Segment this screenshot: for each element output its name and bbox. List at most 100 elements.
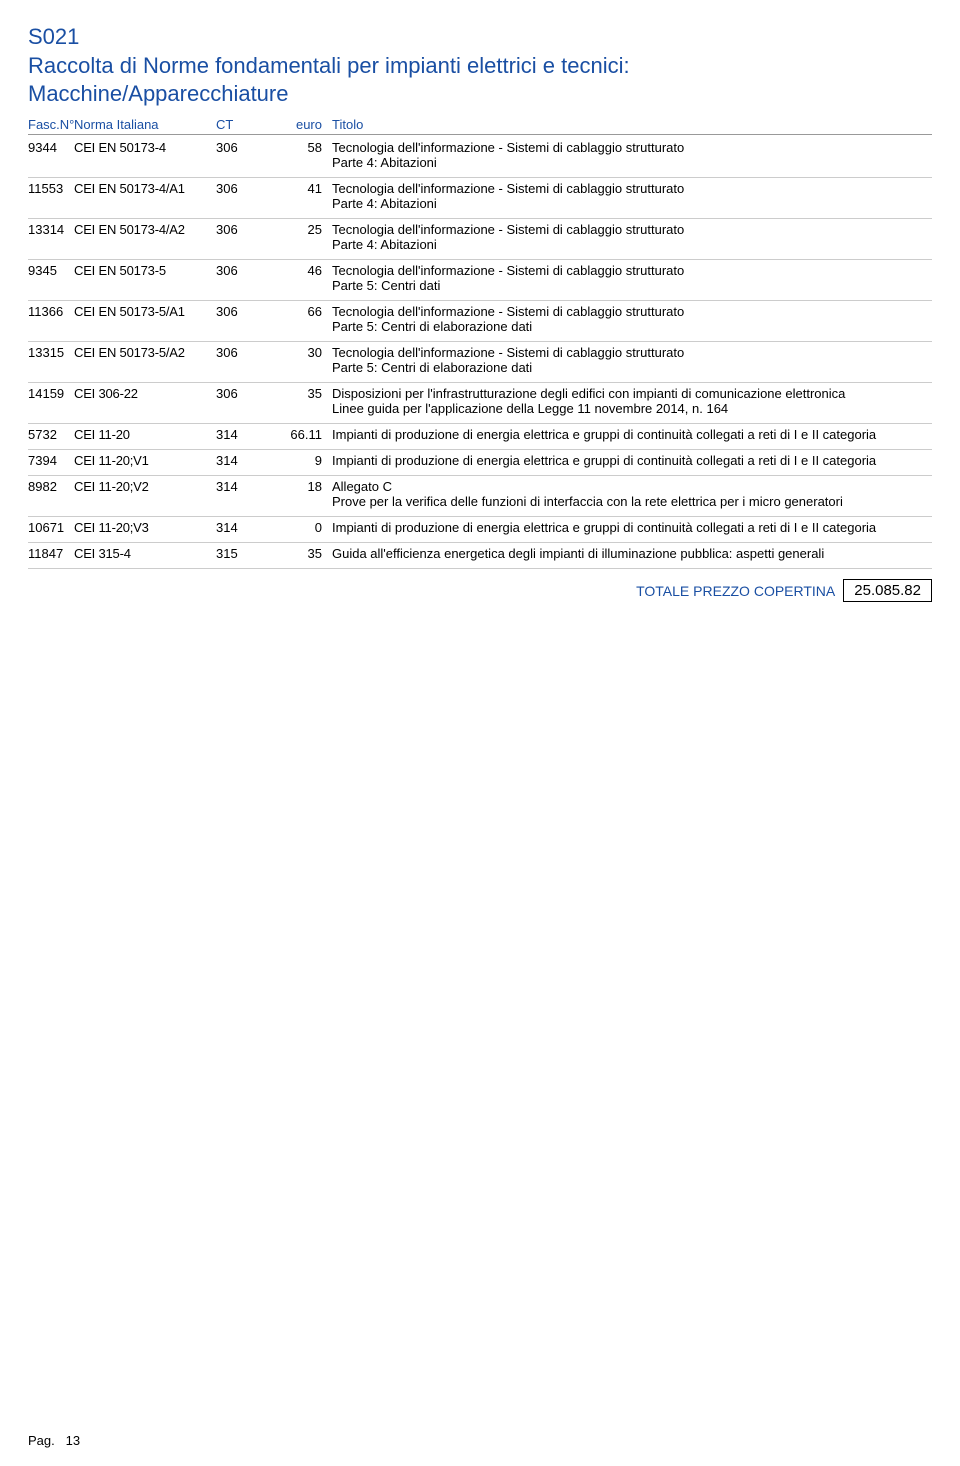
cell-fasc: 11553 [28, 181, 74, 196]
table-row: 9345CEI EN 50173-530646 Tecnologia dell'i… [28, 260, 932, 301]
cell-euro: 9 [266, 453, 328, 468]
cell-titolo-sub: Parte 5: Centri di elaborazione dati [332, 319, 932, 334]
table-row: 13315CEI EN 50173-5/A230630 Tecnologia de… [28, 342, 932, 383]
table-row: 5732CEI 11-2031466.11Impianti di produzi… [28, 424, 932, 450]
table-row: 8982CEI 11-20;V231418Allegato CProve per… [28, 476, 932, 517]
col-header-ct: CT [216, 117, 266, 132]
cell-titolo: Guida all'efficienza energetica degli im… [328, 546, 932, 561]
cell-euro: 18 [266, 479, 328, 494]
cell-ct: 306 [216, 345, 266, 360]
footer-page-label: Pag. [28, 1433, 55, 1448]
cell-titolo: Tecnologia dell'informazione - Sistemi d… [328, 345, 932, 375]
cell-titolo-main: Impianti di produzione di energia elettr… [332, 520, 932, 535]
col-header-fasc: Fasc.N° [28, 117, 74, 132]
total-value: 25.085.82 [843, 579, 932, 602]
cell-titolo: Disposizioni per l'infrastrutturazione d… [328, 386, 932, 416]
doc-title-line1: Raccolta di Norme fondamentali per impia… [28, 53, 630, 78]
cell-fasc: 13314 [28, 222, 74, 237]
col-header-norma: Norma Italiana [74, 117, 216, 132]
table-row: 7394CEI 11-20;V13149 Impianti di produzio… [28, 450, 932, 476]
cell-ct: 306 [216, 386, 266, 401]
cell-titolo-main: Allegato C [332, 479, 932, 494]
cell-titolo: Impianti di produzione di energia elettr… [328, 427, 932, 442]
cell-titolo-main: Tecnologia dell'informazione - Sistemi d… [332, 304, 932, 319]
cell-titolo-sub: Parte 4: Abitazioni [332, 237, 932, 252]
cell-titolo-sub: Parte 5: Centri di elaborazione dati [332, 360, 932, 375]
cell-titolo-main: Tecnologia dell'informazione - Sistemi d… [332, 181, 932, 196]
table-row: 10671CEI 11-20;V33140 Impianti di produzi… [28, 517, 932, 543]
table-row: 11553CEI EN 50173-4/A130641Tecnologia de… [28, 178, 932, 219]
cell-ct: 306 [216, 140, 266, 155]
cell-titolo: Tecnologia dell'informazione - Sistemi d… [328, 222, 932, 252]
cell-titolo-main: Impianti di produzione di energia elettr… [332, 427, 932, 442]
cell-euro: 0 [266, 520, 328, 535]
cell-norma: CEI EN 50173-5 [74, 263, 216, 278]
cell-titolo: Allegato CProve per la verifica delle fu… [328, 479, 932, 509]
cell-euro: 35 [266, 546, 328, 561]
cell-titolo-sub: Parte 4: Abitazioni [332, 196, 932, 211]
cell-fasc: 8982 [28, 479, 74, 494]
cell-ct: 306 [216, 181, 266, 196]
cell-ct: 306 [216, 304, 266, 319]
cell-fasc: 13315 [28, 345, 74, 360]
cell-norma: CEI 11-20;V2 [74, 479, 216, 494]
table-row: 14159CEI 306-2230635Disposizioni per l'i… [28, 383, 932, 424]
cell-ct: 306 [216, 263, 266, 278]
cell-titolo-main: Tecnologia dell'informazione - Sistemi d… [332, 140, 932, 155]
cell-titolo-main: Tecnologia dell'informazione - Sistemi d… [332, 222, 932, 237]
table-row: 11847CEI 315-431535Guida all'efficienza … [28, 543, 932, 569]
cell-titolo-main: Impianti di produzione di energia elettr… [332, 453, 932, 468]
cell-titolo: Tecnologia dell'informazione - Sistemi d… [328, 304, 932, 334]
cell-fasc: 11847 [28, 546, 74, 561]
cell-fasc: 9345 [28, 263, 74, 278]
cell-euro: 41 [266, 181, 328, 196]
cell-fasc: 7394 [28, 453, 74, 468]
cell-ct: 306 [216, 222, 266, 237]
cell-titolo: Impianti di produzione di energia elettr… [328, 520, 932, 535]
table-header: Fasc.N° Norma Italiana CT euro Titolo [28, 117, 932, 135]
cell-titolo: Tecnologia dell'informazione - Sistemi d… [328, 263, 932, 293]
cell-titolo-main: Tecnologia dell'informazione - Sistemi d… [332, 345, 932, 360]
cell-euro: 35 [266, 386, 328, 401]
cell-fasc: 11366 [28, 304, 74, 319]
cell-titolo-sub: Prove per la verifica delle funzioni di … [332, 494, 932, 509]
cell-euro: 30 [266, 345, 328, 360]
cell-euro: 66.11 [266, 427, 328, 442]
cell-norma: CEI 306-22 [74, 386, 216, 401]
cell-norma: CEI 11-20 [74, 427, 216, 442]
cell-euro: 46 [266, 263, 328, 278]
cell-fasc: 5732 [28, 427, 74, 442]
cell-norma: CEI EN 50173-5/A2 [74, 345, 216, 360]
cell-norma: CEI EN 50173-4 [74, 140, 216, 155]
cell-ct: 314 [216, 479, 266, 494]
cell-titolo-main: Tecnologia dell'informazione - Sistemi d… [332, 263, 932, 278]
footer-page-number: 13 [66, 1433, 80, 1448]
cell-norma: CEI 11-20;V1 [74, 453, 216, 468]
doc-title: Raccolta di Norme fondamentali per impia… [28, 52, 932, 107]
cell-norma: CEI EN 50173-5/A1 [74, 304, 216, 319]
cell-titolo-main: Guida all'efficienza energetica degli im… [332, 546, 932, 561]
doc-title-line2: Macchine/Apparecchiature [28, 81, 288, 106]
cell-ct: 314 [216, 453, 266, 468]
cell-titolo: Tecnologia dell'informazione - Sistemi d… [328, 140, 932, 170]
table-row: 9344CEI EN 50173-430658Tecnologia dell'i… [28, 137, 932, 178]
cell-fasc: 9344 [28, 140, 74, 155]
table-body: 9344CEI EN 50173-430658Tecnologia dell'i… [28, 137, 932, 569]
cell-titolo: Tecnologia dell'informazione - Sistemi d… [328, 181, 932, 211]
col-header-titolo: Titolo [328, 117, 932, 132]
doc-code: S021 [28, 24, 932, 50]
cell-titolo-sub: Parte 5: Centri dati [332, 278, 932, 293]
cell-ct: 314 [216, 520, 266, 535]
cell-titolo-main: Disposizioni per l'infrastrutturazione d… [332, 386, 932, 401]
page-footer: Pag. 13 [28, 1433, 80, 1448]
table-row: 11366CEI EN 50173-5/A130666 Tecnologia de… [28, 301, 932, 342]
total-label: TOTALE PREZZO COPERTINA [636, 583, 835, 599]
cell-fasc: 10671 [28, 520, 74, 535]
cell-norma: CEI 11-20;V3 [74, 520, 216, 535]
cell-norma: CEI EN 50173-4/A2 [74, 222, 216, 237]
cell-titolo-sub: Linee guida per l'applicazione della Leg… [332, 401, 932, 416]
cell-titolo: Impianti di produzione di energia elettr… [328, 453, 932, 468]
cell-euro: 66 [266, 304, 328, 319]
cell-norma: CEI 315-4 [74, 546, 216, 561]
table-row: 13314CEI EN 50173-4/A230625Tecnologia de… [28, 219, 932, 260]
